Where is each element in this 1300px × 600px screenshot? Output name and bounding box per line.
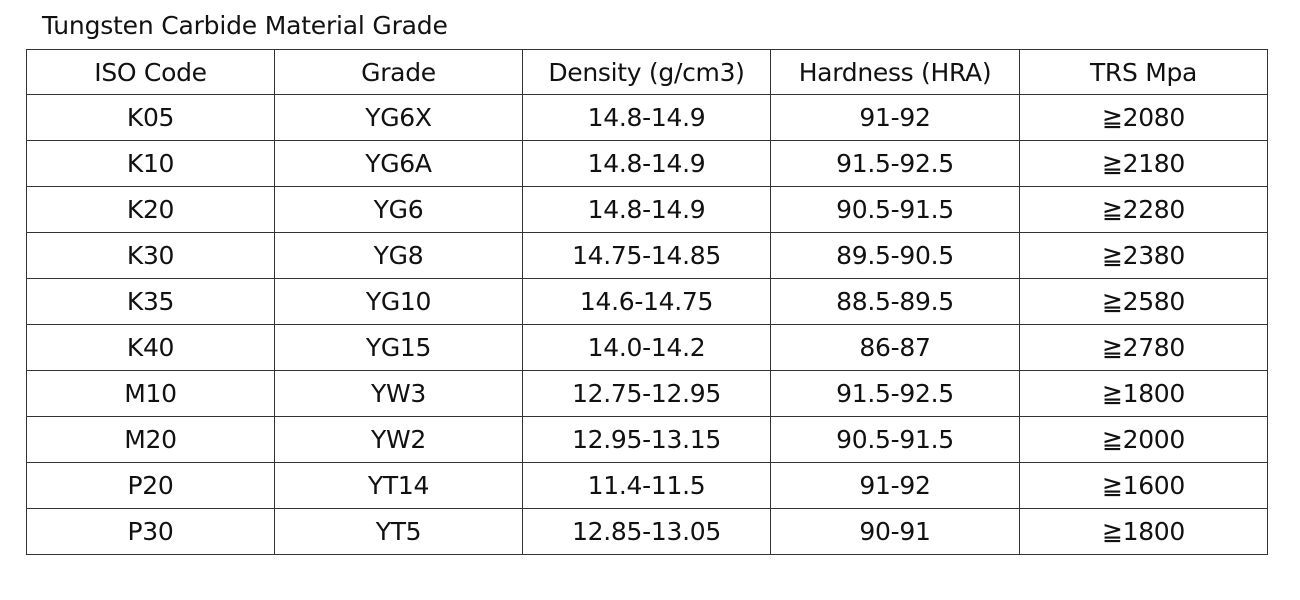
table-row: P20 YT14 11.4-11.5 91-92 ≧1600 [26,462,1268,509]
header-iso-code: ISO Code [26,49,275,95]
cell-iso-code: K30 [26,232,275,279]
cell-trs: ≧1800 [1019,508,1268,555]
cell-grade: YG6A [274,140,523,187]
cell-trs: ≧2180 [1019,140,1268,187]
cell-grade: YG15 [274,324,523,371]
cell-density: 14.75-14.85 [522,232,771,279]
cell-grade: YW2 [274,416,523,463]
cell-iso-code: K35 [26,278,275,325]
cell-iso-code: P30 [26,508,275,555]
cell-iso-code: K05 [26,94,275,141]
table-row: K35 YG10 14.6-14.75 88.5-89.5 ≧2580 [26,278,1268,325]
table-row: K30 YG8 14.75-14.85 89.5-90.5 ≧2380 [26,232,1268,279]
cell-density: 14.0-14.2 [522,324,771,371]
cell-grade: YG6 [274,186,523,233]
cell-density: 14.8-14.9 [522,186,771,233]
header-grade: Grade [274,49,523,95]
cell-trs: ≧2280 [1019,186,1268,233]
cell-density: 14.6-14.75 [522,278,771,325]
cell-density: 12.75-12.95 [522,370,771,417]
cell-hardness: 91.5-92.5 [770,370,1020,417]
cell-trs: ≧2000 [1019,416,1268,463]
cell-hardness: 90-91 [770,508,1020,555]
header-trs: TRS Mpa [1019,49,1268,95]
cell-grade: YT14 [274,462,523,509]
cell-trs: ≧1800 [1019,370,1268,417]
table-row: P30 YT5 12.85-13.05 90-91 ≧1800 [26,508,1268,555]
cell-hardness: 90.5-91.5 [770,416,1020,463]
cell-grade: YG8 [274,232,523,279]
cell-trs: ≧2780 [1019,324,1268,371]
cell-trs: ≧2080 [1019,94,1268,141]
cell-density: 12.85-13.05 [522,508,771,555]
cell-trs: ≧2580 [1019,278,1268,325]
cell-density: 14.8-14.9 [522,140,771,187]
table-row: K05 YG6X 14.8-14.9 91-92 ≧2080 [26,94,1268,141]
cell-hardness: 91-92 [770,462,1020,509]
cell-grade: YG6X [274,94,523,141]
table-row: M10 YW3 12.75-12.95 91.5-92.5 ≧1800 [26,370,1268,417]
cell-trs: ≧2380 [1019,232,1268,279]
cell-iso-code: M20 [26,416,275,463]
page-title: Tungsten Carbide Material Grade [42,11,448,40]
table-row: K10 YG6A 14.8-14.9 91.5-92.5 ≧2180 [26,140,1268,187]
cell-density: 14.8-14.9 [522,94,771,141]
cell-grade: YG10 [274,278,523,325]
table-row: M20 YW2 12.95-13.15 90.5-91.5 ≧2000 [26,416,1268,463]
cell-density: 12.95-13.15 [522,416,771,463]
cell-hardness: 90.5-91.5 [770,186,1020,233]
cell-iso-code: K20 [26,186,275,233]
header-density: Density (g/cm3) [522,49,771,95]
table-header-row: ISO Code Grade Density (g/cm3) Hardness … [26,49,1268,95]
cell-iso-code: K40 [26,324,275,371]
material-grade-table: ISO Code Grade Density (g/cm3) Hardness … [26,49,1268,555]
cell-hardness: 91-92 [770,94,1020,141]
cell-trs: ≧1600 [1019,462,1268,509]
cell-hardness: 89.5-90.5 [770,232,1020,279]
cell-grade: YT5 [274,508,523,555]
cell-grade: YW3 [274,370,523,417]
cell-hardness: 86-87 [770,324,1020,371]
header-hardness: Hardness (HRA) [770,49,1020,95]
cell-density: 11.4-11.5 [522,462,771,509]
cell-iso-code: P20 [26,462,275,509]
cell-hardness: 91.5-92.5 [770,140,1020,187]
cell-iso-code: K10 [26,140,275,187]
table-row: K20 YG6 14.8-14.9 90.5-91.5 ≧2280 [26,186,1268,233]
table-row: K40 YG15 14.0-14.2 86-87 ≧2780 [26,324,1268,371]
cell-iso-code: M10 [26,370,275,417]
cell-hardness: 88.5-89.5 [770,278,1020,325]
